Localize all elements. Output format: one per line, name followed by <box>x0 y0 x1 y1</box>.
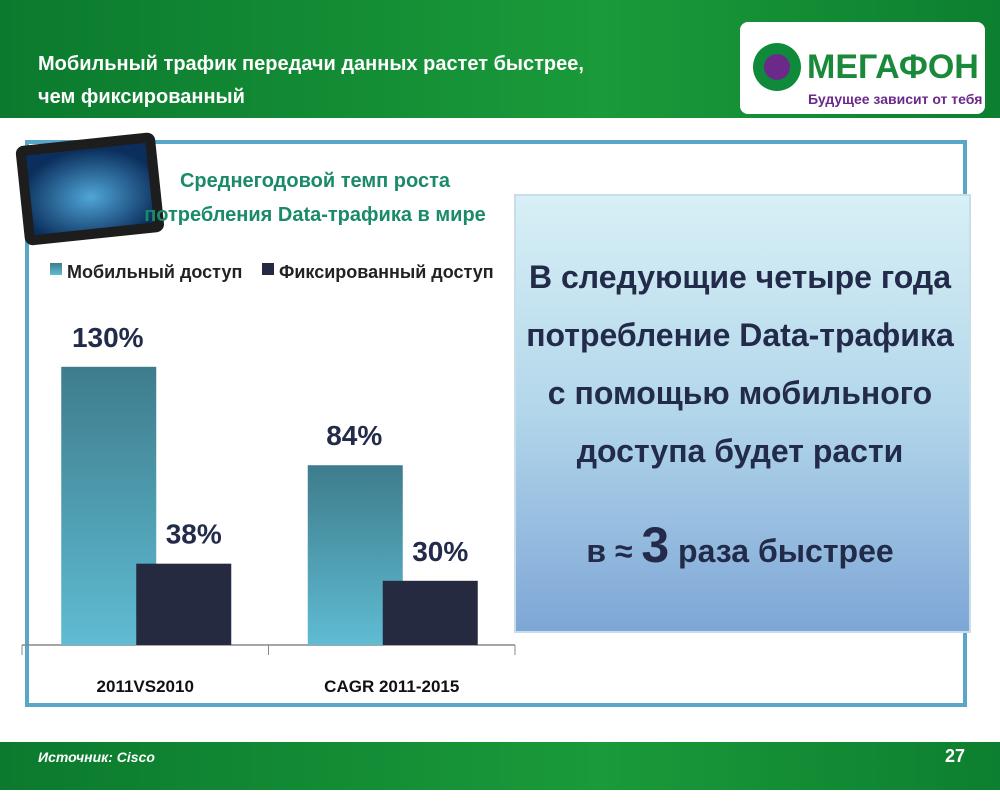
callout-prefix: в ≈ <box>586 533 632 569</box>
logo-text: МЕГАФОН <box>807 48 979 86</box>
callout-emphasis: 3 <box>641 517 669 573</box>
value-label: 38% <box>166 519 222 550</box>
tablet <box>15 132 164 246</box>
callout-line: потребление Data-трафика <box>526 317 954 353</box>
bar <box>136 563 232 645</box>
legend-label: Фиксированный доступ <box>279 262 494 282</box>
header-title: чем фиксированный <box>38 86 245 108</box>
header-title: Мобильный трафик передачи данных растет … <box>38 53 584 75</box>
footer-band <box>0 742 1000 790</box>
page-number: 27 <box>945 746 965 766</box>
logo-tagline: Будущее зависит от тебя <box>808 91 982 107</box>
value-label: 84% <box>326 420 382 451</box>
x-tick-label: CAGR 2011-2015 <box>324 677 459 696</box>
x-tick-label: 2011VS2010 <box>97 677 194 696</box>
callout-line: в ≈ 3 раза быстрее <box>586 517 893 573</box>
value-label: 30% <box>412 536 468 567</box>
logo-plate <box>740 22 985 114</box>
callout-suffix: раза быстрее <box>678 533 894 569</box>
tablet-screen <box>26 142 154 236</box>
legend-label: Мобильный доступ <box>67 262 242 282</box>
chart: Среднегодовой темп роста потребления Dat… <box>21 170 516 696</box>
footer-source: Источник: Cisco <box>38 749 155 765</box>
callout-text: В следующие четыре года потребление Data… <box>526 259 954 573</box>
chart-title: потребления Data-трафика в мире <box>144 204 486 226</box>
callout-line: доступа будет расти <box>577 433 904 469</box>
callout-box <box>514 194 971 633</box>
chart-title: Среднегодовой темп роста <box>180 170 451 192</box>
logo-inner <box>764 54 790 80</box>
callout-line: с помощью мобильного <box>548 375 932 411</box>
legend-swatch <box>262 263 274 275</box>
bar <box>382 580 478 645</box>
legend-swatch <box>50 263 62 275</box>
callout-line: В следующие четыре года <box>529 259 951 295</box>
value-label: 130% <box>72 322 144 353</box>
